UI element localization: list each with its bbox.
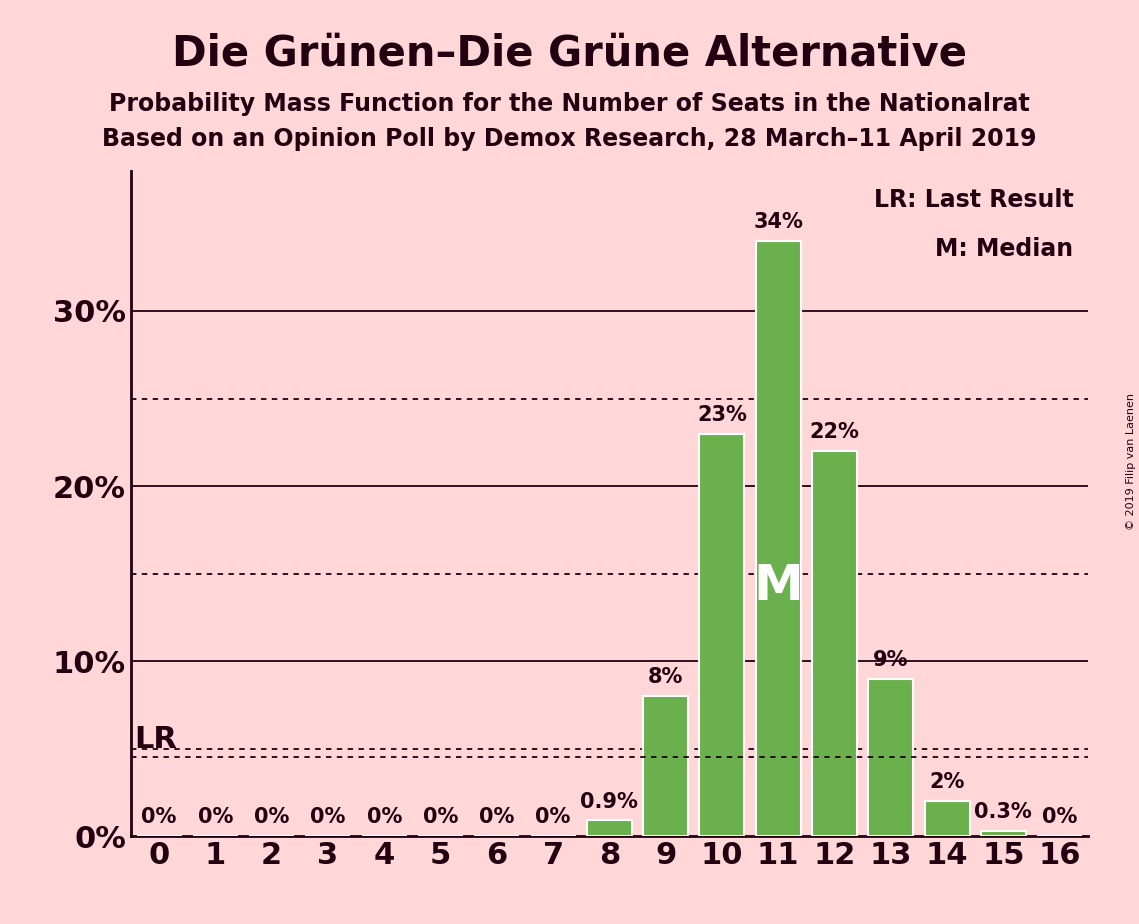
Text: LR: LR xyxy=(133,725,177,754)
Text: 0%: 0% xyxy=(310,808,345,828)
Bar xyxy=(644,696,688,836)
Text: LR: Last Result: LR: Last Result xyxy=(874,188,1073,212)
Text: 0.3%: 0.3% xyxy=(975,802,1032,822)
Text: Die Grünen–Die Grüne Alternative: Die Grünen–Die Grüne Alternative xyxy=(172,32,967,74)
Text: M: Median: M: Median xyxy=(935,237,1073,261)
Text: 0%: 0% xyxy=(198,808,233,828)
Text: 0%: 0% xyxy=(1042,808,1077,828)
Text: 0%: 0% xyxy=(535,808,571,828)
Text: 0%: 0% xyxy=(367,808,402,828)
Text: 0.9%: 0.9% xyxy=(581,792,638,811)
Text: M: M xyxy=(753,562,803,610)
Text: 8%: 8% xyxy=(648,667,683,687)
Text: 2%: 2% xyxy=(929,772,965,793)
Text: Based on an Opinion Poll by Demox Research, 28 March–11 April 2019: Based on an Opinion Poll by Demox Resear… xyxy=(103,127,1036,151)
Bar xyxy=(868,678,913,836)
Bar xyxy=(981,831,1026,836)
Text: 22%: 22% xyxy=(810,422,860,443)
Bar xyxy=(699,433,745,836)
Bar xyxy=(755,241,801,836)
Text: © 2019 Filip van Laenen: © 2019 Filip van Laenen xyxy=(1126,394,1136,530)
Text: 34%: 34% xyxy=(753,213,803,232)
Text: 0%: 0% xyxy=(254,808,289,828)
Text: 9%: 9% xyxy=(872,650,909,670)
Text: Probability Mass Function for the Number of Seats in the Nationalrat: Probability Mass Function for the Number… xyxy=(109,92,1030,116)
Text: 0%: 0% xyxy=(423,808,458,828)
Bar xyxy=(812,451,857,836)
Text: 0%: 0% xyxy=(480,808,515,828)
Text: 23%: 23% xyxy=(697,405,747,425)
Bar xyxy=(925,801,969,836)
Text: 0%: 0% xyxy=(141,808,177,828)
Bar xyxy=(587,821,632,836)
